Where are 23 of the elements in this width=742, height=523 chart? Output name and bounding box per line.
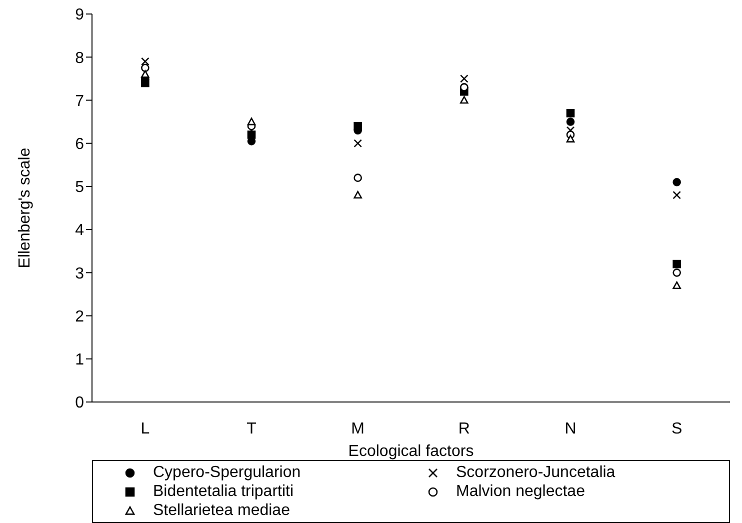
y-tick-label: 6 xyxy=(75,136,84,154)
y-tick-label: 3 xyxy=(75,265,84,282)
legend-label: Bidentetalia tripartiti xyxy=(153,482,294,501)
y-tick-label: 1 xyxy=(75,352,84,369)
x-tick-label: N xyxy=(564,420,576,438)
x-tick-label: R xyxy=(458,420,470,438)
legend-label: Scorzonero-Juncetalia xyxy=(456,463,616,482)
y-axis-title: Ellenberg's scale xyxy=(16,148,34,268)
y-tick-label: 7 xyxy=(75,92,84,110)
y-tick-label: 5 xyxy=(75,179,84,196)
x-axis-title: Ecological factors xyxy=(348,443,474,460)
y-tick-label: 0 xyxy=(75,394,84,412)
x-tick-label: T xyxy=(246,420,257,438)
y-tick-label: 8 xyxy=(75,50,84,67)
y-tick-label: 4 xyxy=(75,222,84,240)
x-tick-label: M xyxy=(351,420,364,438)
legend-label: Stellarietea mediae xyxy=(153,501,290,520)
legend-label: Cypero-Spergularion xyxy=(153,463,301,482)
x-tick-label: S xyxy=(671,420,682,438)
y-tick-label: 2 xyxy=(75,308,84,326)
legend-label: Malvion neglectae xyxy=(456,482,585,501)
y-tick-label: 9 xyxy=(75,6,84,24)
x-tick-label: L xyxy=(140,420,150,438)
